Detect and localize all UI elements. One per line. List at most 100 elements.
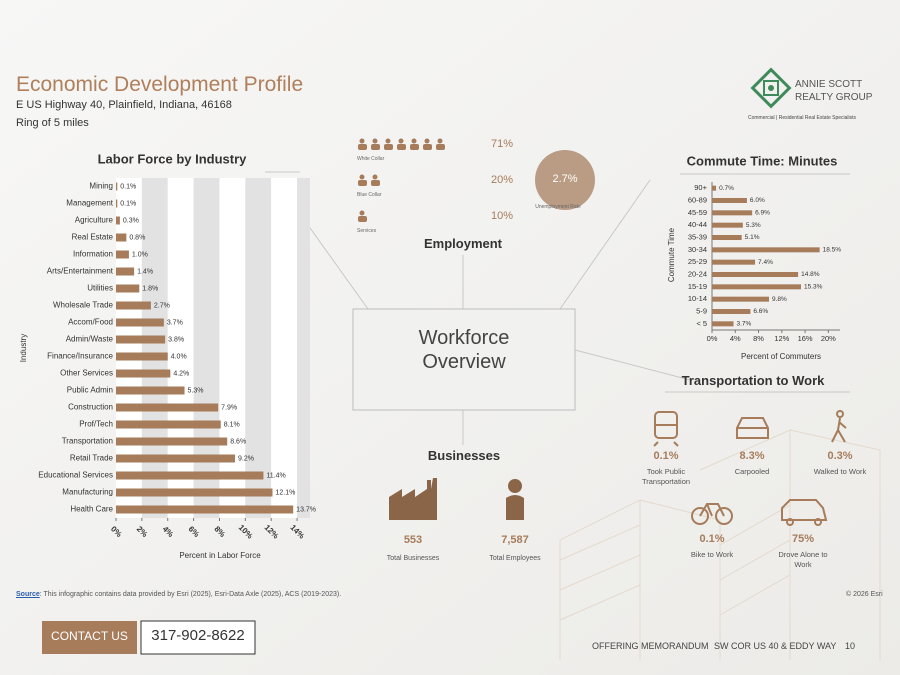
value-label: 4.0% [171,353,187,360]
x-tick-label: 8% [753,334,764,343]
page-title: Economic Development Profile [16,73,304,96]
value-label: 3.7% [167,319,183,326]
category-label: 35-39 [688,232,707,241]
value-label: 13.7% [296,506,316,513]
center-box [352,308,576,411]
address: E US Highway 40, Plainfield, Indiana, 46… [16,99,232,111]
value-label: 3.8% [168,336,184,343]
y-axis-label: Commute Time [667,227,676,282]
bar [116,420,221,429]
person-icon [506,479,524,520]
bar [116,403,219,412]
employment-percent: 71% [490,138,514,150]
phone: 317-902-8622 [151,627,245,644]
value-label: 1.4% [137,268,153,275]
value-label: 1.8% [142,285,158,292]
worker-icon-head [359,210,365,216]
employment-label: White Collar [357,156,385,162]
category-label: Public Admin [67,386,113,395]
worker-icon-head [385,138,391,144]
category-label: 5-9 [696,306,707,315]
transport-value: 75% [791,533,815,545]
bar [116,284,140,293]
worker-icon-head [398,138,404,144]
category-label: 15-19 [688,282,707,291]
value-label: 1.0% [132,251,148,258]
value-label: 0.1% [120,183,136,190]
category-label: Mining [89,182,113,191]
category-label: Wholesale Trade [53,301,114,310]
worker-icon-head [372,138,378,144]
employment-title: Employment [423,236,502,251]
category-label: Agriculture [75,216,114,225]
unemployment-circle [535,150,595,210]
bar [116,216,120,225]
value-label: 18.5% [823,247,842,254]
bar [712,247,820,253]
worker-icon-body [436,144,445,150]
bar [116,199,118,208]
bar [116,488,273,497]
worker-icon-head [359,174,365,180]
site: SW COR US 40 & EDDY WAY [714,641,837,651]
category-label: Admin/Waste [66,335,114,344]
source-label[interactable]: Source [16,591,40,598]
logo-tagline: Commercial | Residential Real Estate Spe… [748,115,857,121]
bar [116,454,235,463]
value-label: 6.9% [755,210,770,217]
category-label: Transportation [62,437,113,446]
category-label: Retail Trade [70,454,114,463]
contact-button[interactable] [42,621,137,654]
transport-label: Took Public Transportation [641,467,691,486]
contact-label[interactable]: CONTACT US [51,629,128,643]
bar [712,198,747,203]
unemployment-value: 2.7% [552,173,578,185]
category-label: Accom/Food [68,318,113,327]
bar [116,386,185,395]
page-number: 10 [845,641,856,651]
employment-icons [358,138,445,222]
bar [116,505,294,514]
category-label: Health Care [70,505,113,514]
category-label: < 5 [696,319,707,328]
bar [712,296,770,302]
transport-value: 0.3% [827,450,853,462]
value-label: 9.2% [238,455,254,462]
category-label: Construction [68,403,113,412]
employment-label: Services [357,228,377,234]
category-label: Management [66,199,113,208]
bar [116,471,264,480]
grid-band [297,178,310,518]
category-label: 90+ [694,183,707,192]
worker-icon-head [359,138,365,144]
worker-icon-head [372,174,378,180]
worker-icon-body [358,180,367,186]
ring: Ring of 5 miles [16,117,89,129]
value-label: 7.4% [758,259,773,266]
chart-title: Commute Time: Minutes [687,153,838,168]
value-label: 15.3% [804,284,823,291]
category-label: Prof/Tech [79,420,113,429]
value-label: 14.8% [801,271,820,278]
transport-icons [653,410,847,526]
business-value: 553 [403,534,423,546]
category-label: Arts/Entertainment [47,267,114,276]
category-label: Information [73,250,113,259]
x-axis-label: Percent of Commuters [741,352,821,361]
transport-label: Bike to Work [690,550,734,559]
grid-band [219,178,246,518]
grid-band [116,178,142,518]
worker-icon-body [358,144,367,150]
bar [116,267,135,276]
value-label: 0.3% [123,217,139,224]
source: Source: This infographic contains data p… [16,591,341,598]
value-label: 5.3% [188,387,204,394]
x-tick-label: 4% [730,334,741,343]
unemployment-label: Unemployment Rate [535,204,581,210]
value-label: 0.7% [719,185,734,192]
copyright: © 2026 Esri [846,591,883,598]
value-label: 5.1% [745,234,760,241]
worker-icon-body [410,144,419,150]
value-label: 11.4% [266,472,285,479]
